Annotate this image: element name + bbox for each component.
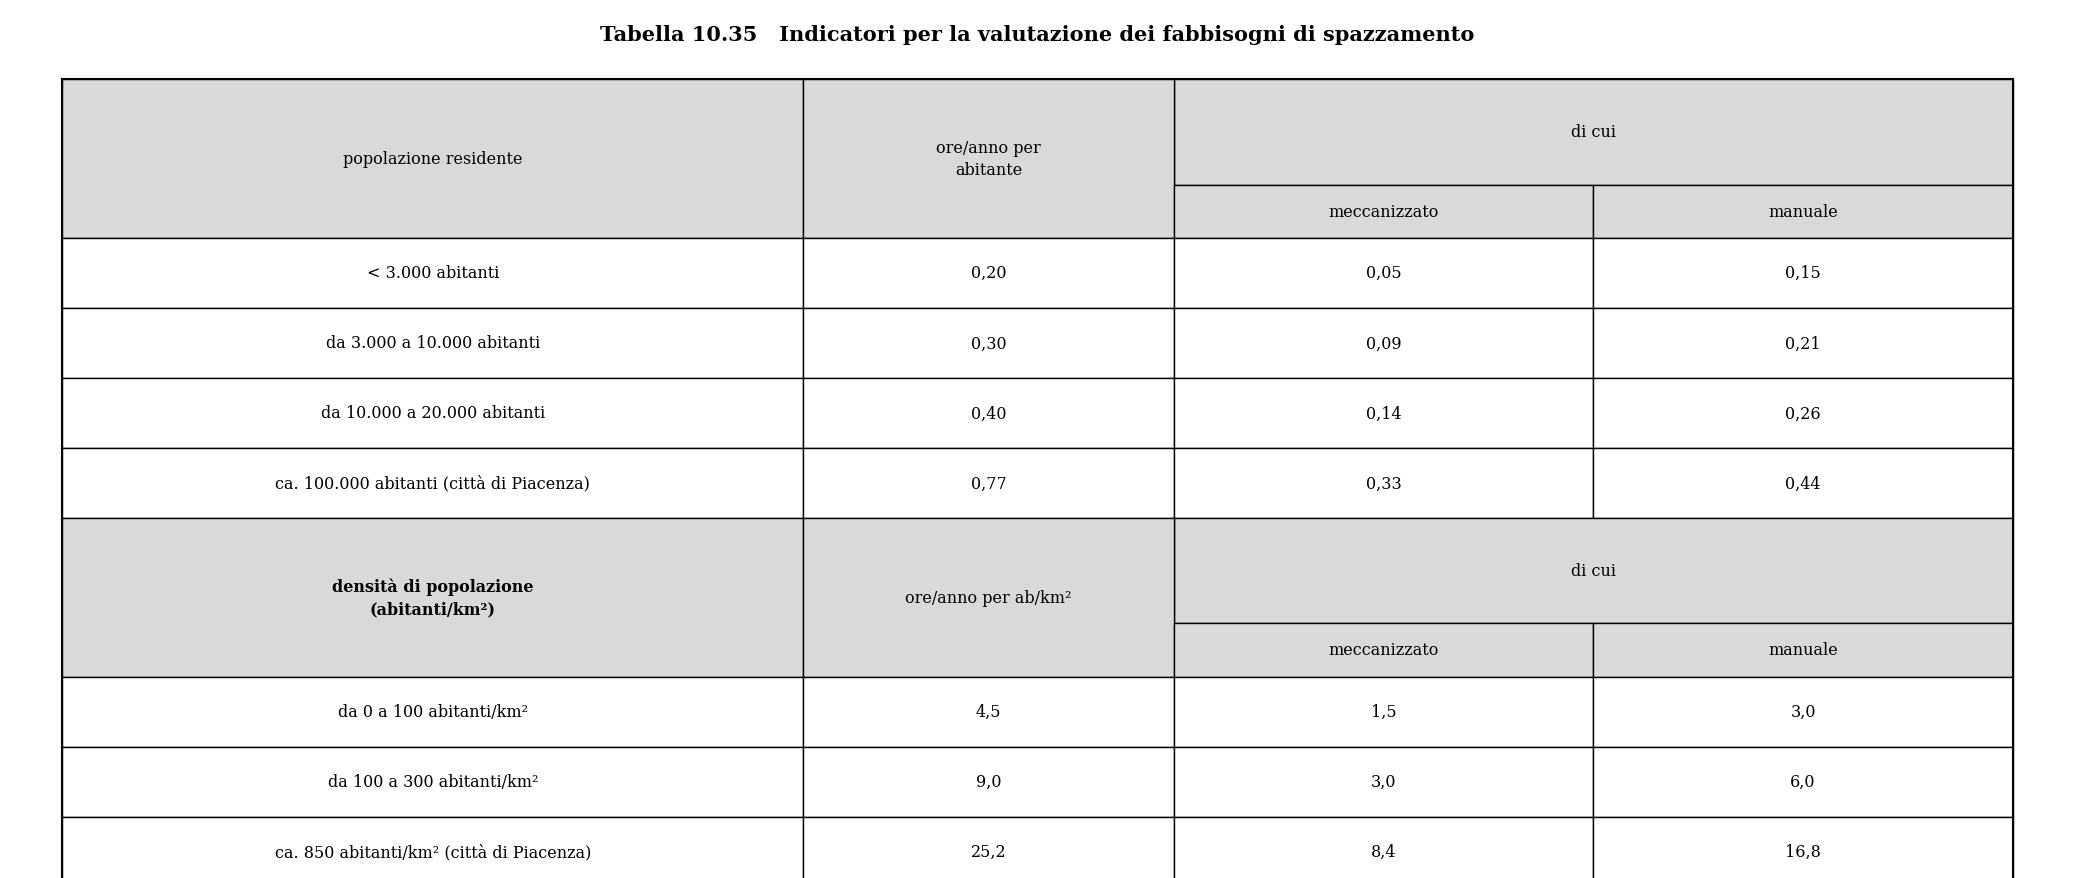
Bar — [62, 378, 803, 449]
Bar — [1594, 185, 2013, 239]
Bar — [803, 677, 1174, 747]
Bar — [1594, 747, 2013, 817]
Text: da 100 a 300 abitanti/km²: da 100 a 300 abitanti/km² — [328, 774, 537, 790]
Text: manuale: manuale — [1768, 204, 1838, 220]
Text: 0,15: 0,15 — [1784, 265, 1822, 282]
Text: < 3.000 abitanti: < 3.000 abitanti — [367, 265, 498, 282]
Bar — [803, 378, 1174, 449]
Bar — [1174, 623, 1594, 677]
Bar — [1594, 449, 2013, 518]
Bar — [1174, 378, 1594, 449]
Bar — [803, 817, 1174, 878]
Bar — [1174, 185, 1594, 239]
Text: da 0 a 100 abitanti/km²: da 0 a 100 abitanti/km² — [338, 703, 527, 720]
Bar — [1594, 308, 2013, 378]
Bar — [1594, 378, 2013, 449]
Bar — [1594, 623, 2013, 677]
Bar — [803, 239, 1174, 308]
Text: 0,21: 0,21 — [1784, 335, 1822, 352]
Text: 3,0: 3,0 — [1372, 774, 1396, 790]
Text: da 3.000 a 10.000 abitanti: da 3.000 a 10.000 abitanti — [326, 335, 540, 352]
Text: 0,05: 0,05 — [1365, 265, 1401, 282]
Text: 16,8: 16,8 — [1784, 843, 1822, 860]
Bar — [62, 747, 803, 817]
Bar — [62, 239, 803, 308]
Bar — [1594, 239, 2013, 308]
Text: manuale: manuale — [1768, 642, 1838, 658]
Bar — [803, 747, 1174, 817]
Text: ore/anno per
abitante: ore/anno per abitante — [936, 140, 1042, 179]
Bar — [62, 308, 803, 378]
Text: 0,77: 0,77 — [971, 475, 1006, 492]
Text: 0,09: 0,09 — [1365, 335, 1401, 352]
Text: da 10.000 a 20.000 abitanti: da 10.000 a 20.000 abitanti — [322, 405, 546, 422]
Text: popolazione residente: popolazione residente — [342, 151, 523, 168]
Bar — [803, 308, 1174, 378]
Bar — [62, 518, 803, 677]
Bar — [803, 449, 1174, 518]
Text: 6,0: 6,0 — [1791, 774, 1816, 790]
Text: 9,0: 9,0 — [975, 774, 1002, 790]
Text: 3,0: 3,0 — [1791, 703, 1816, 720]
Text: di cui: di cui — [1571, 125, 1616, 141]
Bar — [1594, 677, 2013, 747]
Bar — [62, 449, 803, 518]
Bar — [1594, 817, 2013, 878]
Text: 0,33: 0,33 — [1365, 475, 1401, 492]
Bar — [1174, 677, 1594, 747]
Bar — [1174, 747, 1594, 817]
Bar — [803, 518, 1174, 677]
Text: 0,40: 0,40 — [971, 405, 1006, 422]
Bar — [1174, 449, 1594, 518]
Bar — [62, 80, 803, 239]
Bar — [803, 80, 1174, 239]
Bar — [62, 677, 803, 747]
Text: 0,20: 0,20 — [971, 265, 1006, 282]
Text: meccanizzato: meccanizzato — [1328, 204, 1438, 220]
Text: 4,5: 4,5 — [975, 703, 1002, 720]
Text: 1,5: 1,5 — [1372, 703, 1396, 720]
Text: 0,30: 0,30 — [971, 335, 1006, 352]
Bar — [1174, 239, 1594, 308]
Text: meccanizzato: meccanizzato — [1328, 642, 1438, 658]
Text: ca. 100.000 abitanti (città di Piacenza): ca. 100.000 abitanti (città di Piacenza) — [276, 475, 589, 492]
Text: ca. 850 abitanti/km² (città di Piacenza): ca. 850 abitanti/km² (città di Piacenza) — [274, 843, 591, 860]
Bar — [1174, 518, 2013, 623]
Bar — [1174, 817, 1594, 878]
Text: di cui: di cui — [1571, 563, 1616, 579]
Bar — [62, 817, 803, 878]
Bar — [1174, 80, 2013, 185]
Text: 0,14: 0,14 — [1365, 405, 1401, 422]
Text: 25,2: 25,2 — [971, 843, 1006, 860]
Text: 8,4: 8,4 — [1372, 843, 1396, 860]
Text: 0,44: 0,44 — [1784, 475, 1822, 492]
Text: ore/anno per ab/km²: ore/anno per ab/km² — [905, 589, 1073, 606]
Text: Tabella 10.35   Indicatori per la valutazione dei fabbisogni di spazzamento: Tabella 10.35 Indicatori per la valutazi… — [600, 25, 1475, 46]
Bar — [1174, 308, 1594, 378]
Text: densità di popolazione
(abitanti/km²): densità di popolazione (abitanti/km²) — [332, 578, 533, 617]
Text: 0,26: 0,26 — [1784, 405, 1822, 422]
